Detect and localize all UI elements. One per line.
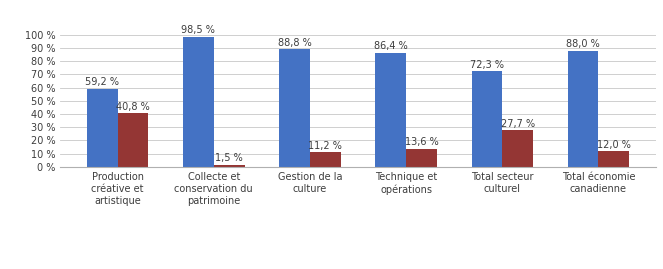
Bar	[310, 152, 341, 167]
Bar	[117, 113, 149, 167]
Text: 86,4 %: 86,4 %	[374, 41, 408, 51]
Bar	[406, 149, 437, 167]
Text: 88,0 %: 88,0 %	[566, 39, 600, 49]
Text: 11,2 %: 11,2 %	[308, 141, 342, 151]
Bar	[183, 37, 213, 167]
Bar	[568, 51, 599, 167]
Bar	[279, 49, 310, 167]
Text: 98,5 %: 98,5 %	[182, 25, 215, 35]
Bar	[87, 89, 117, 167]
Bar	[599, 151, 629, 167]
Bar	[213, 165, 245, 167]
Text: 40,8 %: 40,8 %	[116, 102, 150, 112]
Text: 88,8 %: 88,8 %	[278, 38, 312, 48]
Bar	[471, 71, 503, 167]
Text: 1,5 %: 1,5 %	[215, 154, 243, 164]
Text: 59,2 %: 59,2 %	[85, 77, 119, 87]
Bar	[503, 130, 533, 167]
Text: 27,7 %: 27,7 %	[501, 119, 535, 129]
Bar	[375, 53, 406, 167]
Text: 12,0 %: 12,0 %	[597, 140, 631, 150]
Text: 72,3 %: 72,3 %	[470, 60, 504, 70]
Text: 13,6 %: 13,6 %	[404, 137, 438, 147]
